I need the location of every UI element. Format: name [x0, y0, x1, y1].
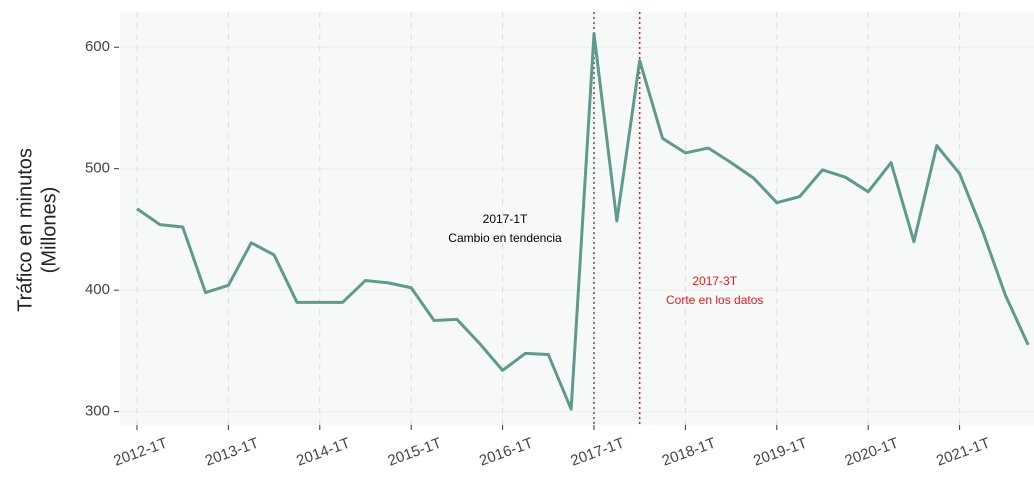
x-tick-label: 2013-1T — [203, 435, 261, 470]
y-tick-label: 300 — [85, 403, 110, 420]
x-tick-label: 2018-1T — [660, 435, 718, 470]
y-axis-label: Tráfico en minutos — [14, 148, 36, 312]
x-tick-label: 2021-1T — [934, 435, 992, 470]
annotation: Corte en los datos — [666, 293, 763, 307]
plot-background — [120, 12, 1034, 425]
data-line — [136, 32, 1030, 411]
annotation: 2017-3T — [692, 274, 737, 288]
x-tick-label: 2019-1T — [751, 435, 809, 470]
y-tick-label: 500 — [85, 160, 110, 177]
y-tick-label: 600 — [85, 38, 110, 55]
x-tick-label: 2017-1T — [568, 435, 626, 470]
x-tick-label: 2020-1T — [843, 435, 901, 470]
y-axis-label: (Millones) — [38, 187, 60, 274]
y-tick-label: 400 — [85, 281, 110, 298]
x-tick-label: 2015-1T — [386, 435, 444, 470]
x-tick-label: 2016-1T — [477, 435, 535, 470]
annotation: 2017-1T — [483, 212, 528, 226]
x-tick-label: 2012-1T — [111, 435, 169, 470]
annotation: Cambio en tendencia — [448, 231, 562, 245]
x-tick-label: 2014-1T — [294, 435, 352, 470]
